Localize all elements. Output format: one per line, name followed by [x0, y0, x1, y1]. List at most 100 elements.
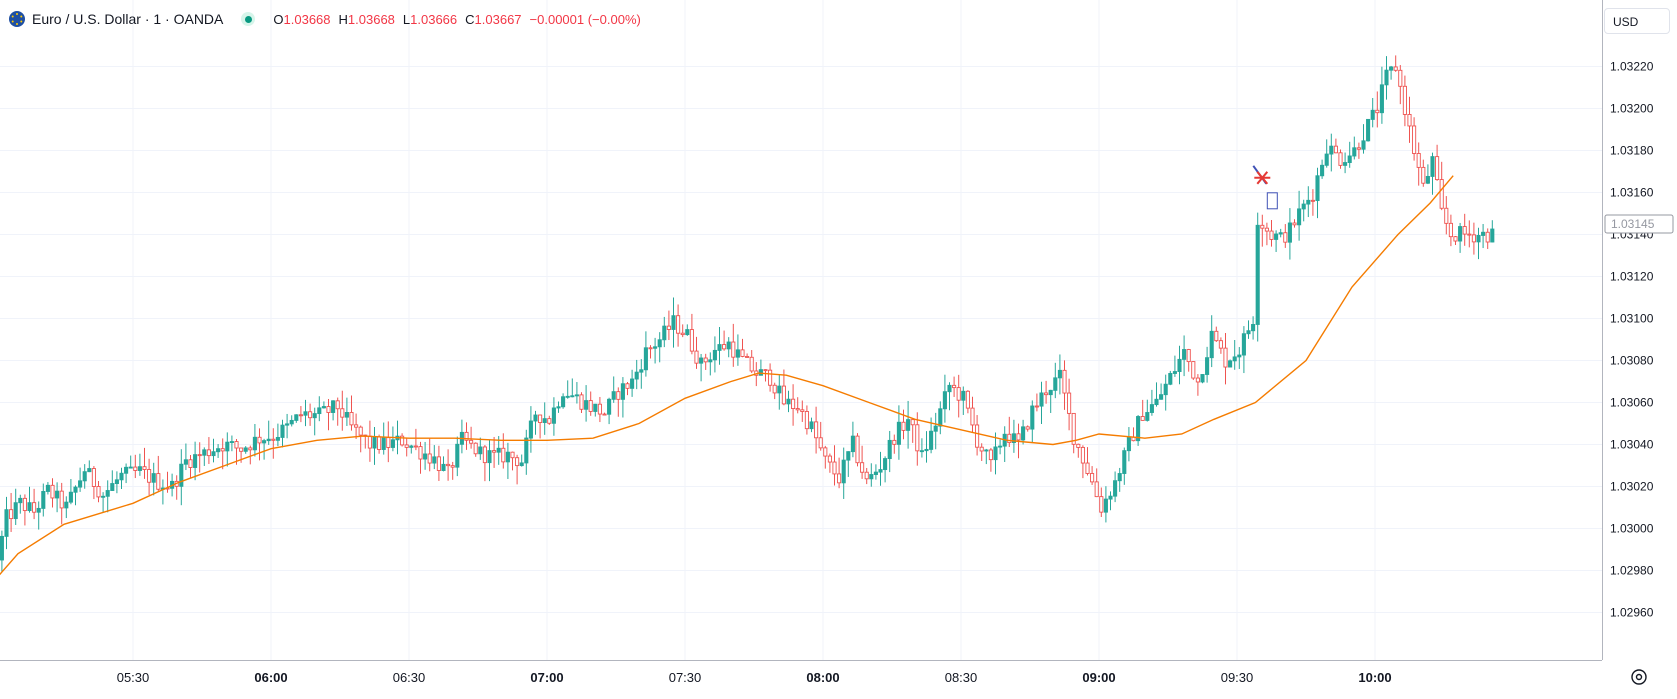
candle [1435, 144, 1440, 181]
candle [55, 482, 60, 513]
candle [87, 460, 92, 473]
candle [275, 423, 280, 447]
time-tick-label: 09:00 [1082, 670, 1115, 685]
candle [984, 448, 989, 465]
candle-body [768, 369, 773, 386]
candle [919, 438, 924, 458]
candle [607, 397, 612, 425]
candle-body [515, 457, 520, 467]
candle-body [1481, 231, 1486, 236]
candle [1278, 228, 1283, 238]
candle [597, 396, 602, 423]
candle-body [478, 446, 483, 455]
candle-body [1140, 416, 1145, 421]
candle-body [1274, 233, 1279, 240]
candle-body [1402, 85, 1407, 115]
candle-body [473, 442, 478, 455]
candle [791, 384, 796, 426]
candle [271, 428, 276, 459]
candle [533, 410, 538, 435]
candle [358, 425, 363, 453]
candle [1292, 219, 1297, 228]
candle [1094, 468, 1099, 498]
time-axis[interactable]: 05:30 06:00 06:30 07:00 07:30 08:00 08:30 09:00… [0, 660, 1602, 693]
candle [676, 304, 681, 347]
candle [1149, 389, 1154, 416]
annotation-marker[interactable] [1252, 165, 1278, 210]
candle-body [354, 424, 359, 428]
candle-body [717, 344, 722, 351]
candle [726, 337, 731, 358]
candle-body [910, 419, 915, 426]
chart-area[interactable]: Euro / U.S. Dollar · 1 · OANDA O1.03668 … [0, 0, 1602, 660]
candle [1283, 224, 1288, 248]
candle-body [1011, 433, 1016, 444]
candle [1159, 383, 1164, 400]
candle [193, 441, 198, 481]
candle [993, 432, 998, 475]
candle-body [906, 419, 911, 431]
candle [1168, 370, 1173, 386]
candle [409, 444, 414, 454]
symbol-title[interactable]: Euro / U.S. Dollar · 1 · OANDA [32, 11, 224, 27]
candle [36, 501, 41, 530]
candle [896, 405, 901, 460]
candle-body [1356, 147, 1361, 150]
candle [712, 336, 717, 373]
candle-body [469, 439, 474, 444]
candle-body [648, 347, 653, 350]
candle [482, 445, 487, 482]
candle [970, 396, 975, 433]
candle-body [239, 447, 244, 452]
candle-body [1044, 392, 1049, 396]
current-price-text: 1.03145 [1611, 217, 1655, 231]
candle-body [1048, 389, 1053, 396]
chart-canvas[interactable] [0, 0, 1602, 660]
candle-body [639, 369, 644, 373]
candle [1034, 393, 1039, 412]
candle [101, 492, 106, 513]
candle-body [1462, 226, 1467, 235]
settings-icon[interactable] [1628, 666, 1650, 688]
currency-selector[interactable]: USD [1604, 8, 1670, 34]
price-axis[interactable]: 1.02960 1.02980 1.03000 1.03020 1.03040 1.030… [1602, 0, 1677, 660]
candle-body [786, 398, 791, 405]
candle-body [114, 479, 119, 484]
candle [22, 494, 27, 526]
candle [1255, 212, 1260, 342]
candle [151, 462, 156, 496]
candle [722, 330, 727, 351]
candle-body [308, 411, 313, 419]
candle [32, 488, 37, 520]
candle-body [772, 384, 777, 394]
candle [878, 451, 883, 486]
candle [699, 353, 704, 382]
candle [975, 415, 980, 456]
candle-body [257, 436, 262, 444]
candle [1462, 213, 1467, 246]
candle-body [312, 413, 317, 419]
candle-body [1448, 222, 1453, 238]
candle [510, 451, 515, 471]
candle-body [390, 439, 395, 448]
candle [266, 420, 271, 445]
candle [91, 466, 96, 500]
market-status-icon[interactable] [241, 12, 256, 26]
candle-body [1214, 330, 1219, 342]
candle [1030, 400, 1035, 443]
candle-body [9, 509, 14, 520]
time-tick-label: 08:30 [945, 670, 978, 685]
candle [809, 417, 814, 433]
candle-body [496, 447, 501, 453]
candle [441, 456, 446, 472]
candle-body [1177, 358, 1182, 372]
candle [1048, 389, 1053, 413]
candle-body [975, 424, 980, 448]
candle [717, 327, 722, 365]
candle-body [942, 391, 947, 410]
candle-body [643, 347, 648, 371]
candle [662, 316, 667, 348]
candle [883, 456, 888, 483]
candle-body [22, 497, 27, 512]
candle [487, 439, 492, 482]
